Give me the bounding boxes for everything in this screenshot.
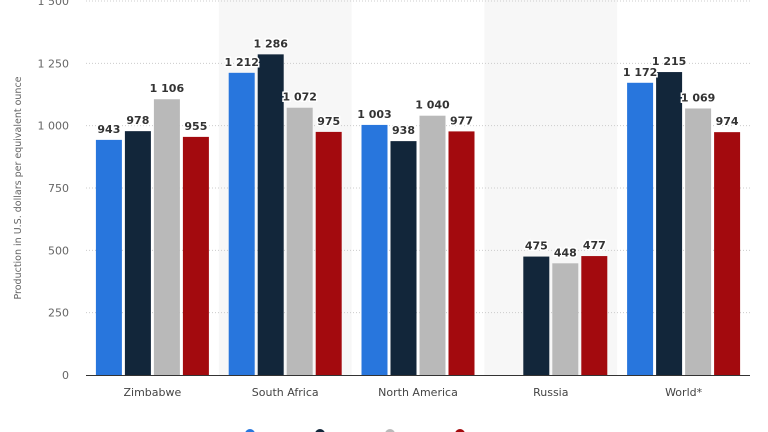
bar [361,124,388,375]
bar [153,99,180,375]
x-tick-label: North America [378,386,458,399]
bar [552,263,579,375]
bar [95,139,122,375]
x-tick-label: South Africa [252,386,319,399]
y-tick-label: 0 [62,369,69,382]
data-label: 977 [450,114,473,127]
data-label: 1 072 [282,91,316,104]
data-label: 1 003 [357,108,391,121]
y-tick-label: 1 000 [38,120,70,133]
bar [685,108,712,375]
data-label: 1 106 [150,82,185,95]
data-label: 448 [554,246,577,259]
y-tick-label: 250 [48,307,69,320]
bar [286,107,313,376]
data-label: 974 [716,115,739,128]
data-label: 1 286 [253,37,288,50]
data-label: 1 215 [652,55,686,68]
x-tick-label: Zimbabwe [124,386,182,399]
x-tick-label: World* [665,386,703,399]
bar [714,132,741,375]
x-tick-label: Russia [533,386,568,399]
data-label: 978 [126,114,149,127]
bar [390,141,417,375]
bar [581,256,608,375]
data-label: 1 172 [623,66,657,79]
bar [124,131,151,375]
bar [228,72,255,376]
data-label: 1 212 [224,56,258,69]
legend-marker [315,429,325,432]
bar [448,131,475,375]
legend-marker [245,429,255,432]
legend-marker [385,429,395,432]
bar [627,82,654,375]
y-tick-label: 1 500 [38,0,70,8]
y-tick-label: 750 [48,182,69,195]
bar [182,136,209,375]
data-label: 475 [525,240,548,253]
bar [523,256,550,375]
y-tick-label: 500 [48,244,69,257]
data-label: 938 [392,124,415,137]
bar [257,54,284,376]
data-label: 955 [184,120,207,133]
legend-marker [455,429,465,432]
bar [419,115,446,376]
y-tick-label: 1 250 [38,57,70,70]
y-axis-label: Production in U.S. dollars per equivalen… [13,76,24,299]
data-label: 975 [317,115,340,128]
bar [315,131,342,375]
bar [656,72,683,375]
data-label: 1 040 [415,99,450,112]
data-label: 477 [583,239,606,252]
data-label: 943 [97,123,120,136]
data-label: 1 069 [681,91,715,104]
